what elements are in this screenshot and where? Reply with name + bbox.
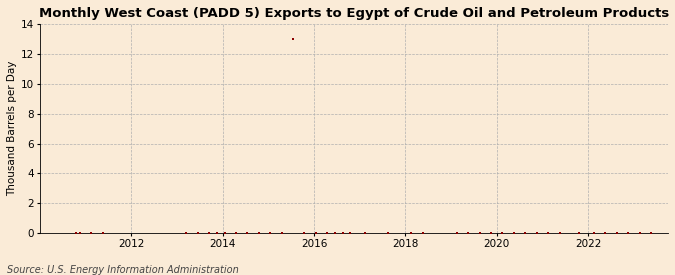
Point	[219, 231, 230, 235]
Point	[452, 231, 462, 235]
Point	[554, 231, 565, 235]
Point	[253, 231, 264, 235]
Point	[485, 231, 496, 235]
Point	[531, 231, 542, 235]
Point	[475, 231, 485, 235]
Point	[622, 231, 633, 235]
Point	[589, 231, 599, 235]
Point	[508, 231, 519, 235]
Point	[520, 231, 531, 235]
Point	[612, 231, 622, 235]
Point	[463, 231, 474, 235]
Point	[322, 231, 333, 235]
Point	[497, 231, 508, 235]
Point	[231, 231, 242, 235]
Point	[74, 231, 85, 235]
Point	[417, 231, 428, 235]
Point	[288, 37, 298, 41]
Point	[645, 231, 656, 235]
Point	[71, 231, 82, 235]
Point	[543, 231, 554, 235]
Point	[634, 231, 645, 235]
Point	[310, 231, 321, 235]
Point	[181, 231, 192, 235]
Point	[97, 231, 108, 235]
Text: Source: U.S. Energy Information Administration: Source: U.S. Energy Information Administ…	[7, 265, 238, 275]
Point	[204, 231, 215, 235]
Point	[406, 231, 416, 235]
Point	[276, 231, 287, 235]
Point	[211, 231, 222, 235]
Title: Monthly West Coast (PADD 5) Exports to Egypt of Crude Oil and Petroleum Products: Monthly West Coast (PADD 5) Exports to E…	[39, 7, 669, 20]
Point	[299, 231, 310, 235]
Point	[345, 231, 356, 235]
Point	[86, 231, 97, 235]
Point	[383, 231, 394, 235]
Point	[265, 231, 275, 235]
Point	[600, 231, 611, 235]
Y-axis label: Thousand Barrels per Day: Thousand Barrels per Day	[7, 61, 17, 196]
Point	[573, 231, 584, 235]
Point	[338, 231, 348, 235]
Point	[242, 231, 253, 235]
Point	[329, 231, 340, 235]
Point	[192, 231, 203, 235]
Point	[360, 231, 371, 235]
